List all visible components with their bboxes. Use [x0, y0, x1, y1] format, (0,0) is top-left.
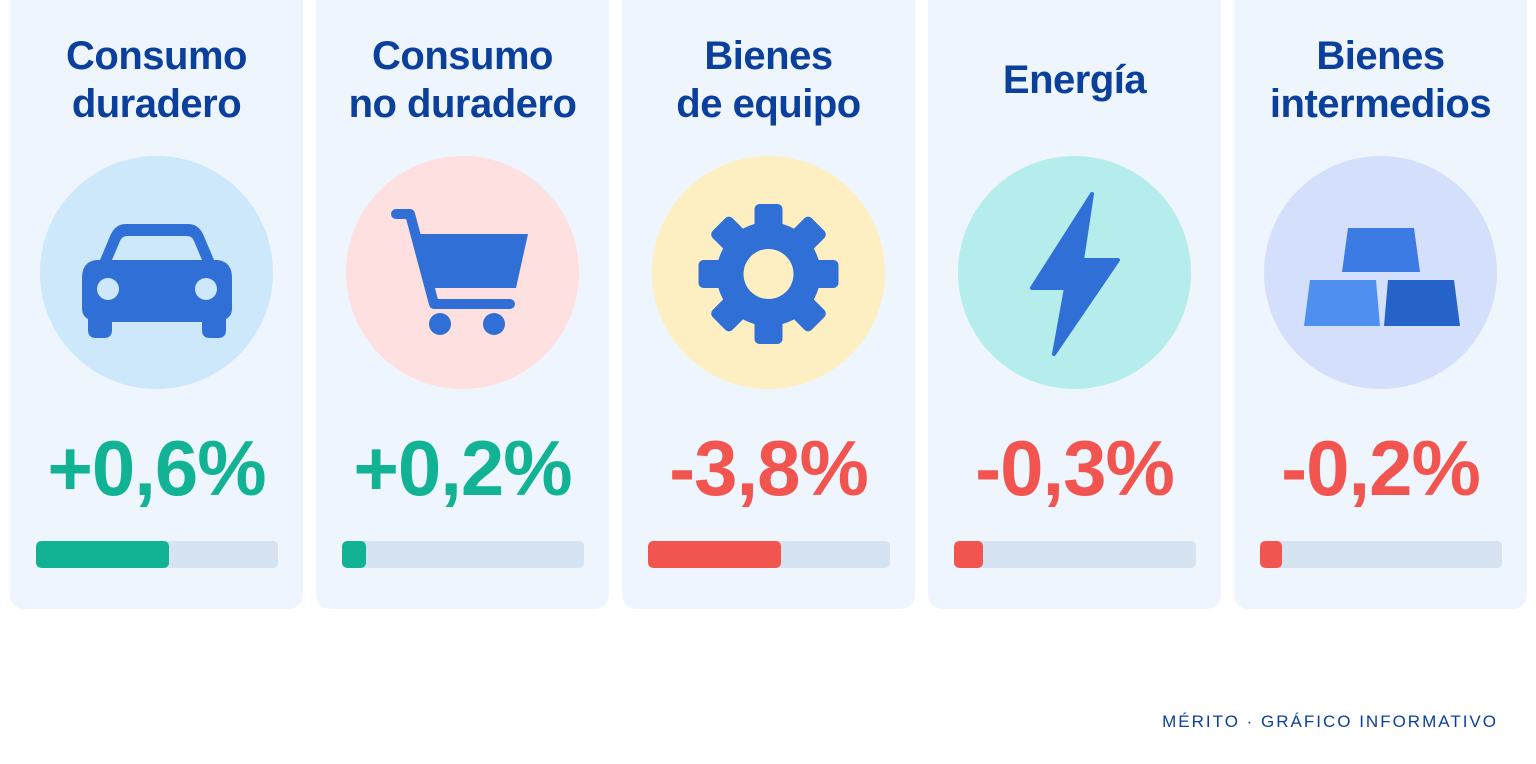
- gear-icon: [698, 204, 839, 344]
- card-title: Bienes de equipo: [622, 30, 915, 130]
- icon-circle: [40, 156, 273, 389]
- bar-track: [648, 541, 890, 568]
- gold-bars-icon: [1304, 228, 1460, 326]
- category-label: Bienes intermedios: [1269, 34, 1492, 126]
- card: Bienes intermedios -0,2%: [1234, 0, 1527, 609]
- bar-track: [1260, 541, 1502, 568]
- card: Energía -0,3%: [928, 0, 1221, 609]
- card-title: Consumo duradero: [10, 30, 303, 130]
- category-label: Consumo no duradero: [348, 34, 577, 126]
- card-title: Bienes intermedios: [1234, 30, 1527, 130]
- bar-fill: [648, 541, 782, 568]
- value-label: +0,2%: [353, 424, 572, 512]
- category-label: Consumo duradero: [66, 34, 247, 126]
- lightning-bolt-icon: [1030, 192, 1120, 356]
- card: Consumo no duradero +0,2%: [316, 0, 609, 609]
- card-title: Consumo no duradero: [316, 30, 609, 130]
- bar-fill: [36, 541, 170, 568]
- value-label: +0,6%: [47, 424, 266, 512]
- icon-circle: [958, 156, 1191, 389]
- bar-track: [342, 541, 584, 568]
- icon-circle: [1264, 156, 1497, 389]
- card: Consumo duradero +0,6%: [10, 0, 303, 609]
- icon-circle: [652, 156, 885, 389]
- bar-track: [954, 541, 1196, 568]
- value-label: -0,3%: [975, 424, 1175, 512]
- card-title: Energía: [928, 30, 1221, 130]
- category-label: Bienes de equipo: [676, 34, 861, 126]
- shopping-cart-icon: [391, 209, 528, 335]
- card: Bienes de equipo -3,8%: [622, 0, 915, 609]
- category-label: Energía: [1002, 58, 1147, 102]
- bar-fill: [342, 541, 367, 568]
- bar-fill: [954, 541, 984, 568]
- value-label: -3,8%: [669, 424, 869, 512]
- source-footer: MÉRITO · GRÁFICO INFORMATIVO: [1162, 712, 1498, 731]
- car-icon: [82, 224, 232, 338]
- value-label: -0,2%: [1281, 424, 1481, 512]
- bar-fill: [1260, 541, 1282, 568]
- icon-circle: [346, 156, 579, 389]
- bar-track: [36, 541, 278, 568]
- cards-row: Consumo duradero +0,6% Consumo no durade…: [10, 0, 1527, 609]
